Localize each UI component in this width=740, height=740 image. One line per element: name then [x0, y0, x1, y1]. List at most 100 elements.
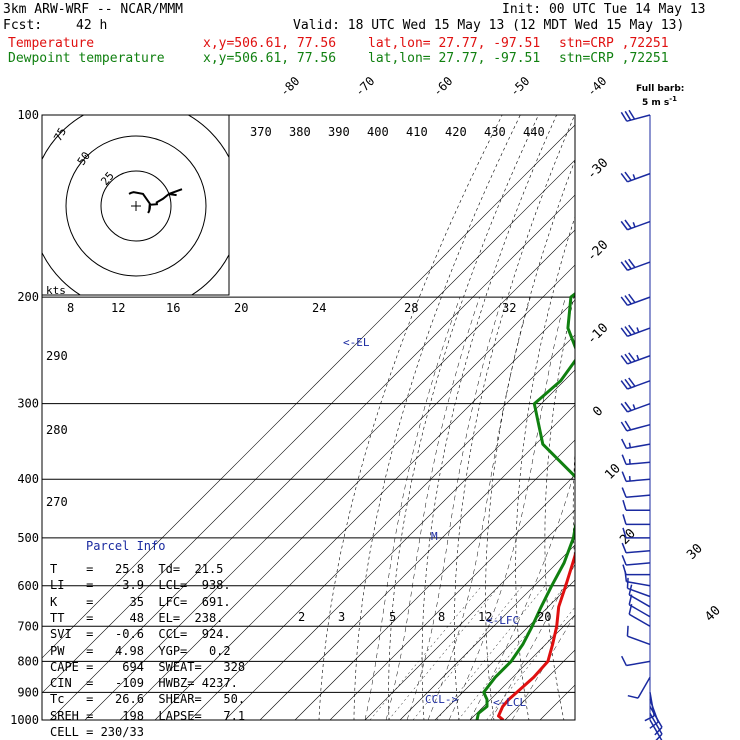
hodograph-axis-label: 12	[111, 301, 125, 315]
isotherm-label: 30	[684, 541, 706, 563]
isotherm-line	[224, 369, 575, 720]
isotherm-label: -60	[430, 74, 455, 99]
theta-label: 280	[46, 423, 68, 437]
isotherm-line	[574, 719, 575, 720]
theta-label: 440	[523, 125, 545, 139]
hodograph-axis-label: 8	[67, 301, 74, 315]
parcel-info-row: K = 35 LFC= 691.	[50, 594, 231, 609]
fcst-value: 42 h	[76, 18, 108, 33]
level-annotation: M	[431, 530, 438, 543]
parcel-info-row: PW = 4.98 YGP= 0.2	[50, 643, 231, 658]
dry-adiabat-line	[601, 115, 666, 733]
isotherm-line	[469, 614, 575, 720]
pressure-tick-label: 800	[17, 654, 39, 668]
mixing-ratio-label: 3	[338, 610, 345, 624]
pressure-tick-label: 500	[17, 531, 39, 545]
wind-barb	[649, 719, 663, 740]
moist-adiabat-line	[385, 297, 480, 720]
isotherm-label: -20	[584, 238, 611, 265]
mixing-ratio-line	[486, 606, 575, 720]
thermo-grid	[42, 115, 740, 733]
level-annotation: <-LFC	[486, 614, 519, 627]
moist-adiabat-line	[364, 297, 461, 720]
isotherm-label: 20	[617, 526, 639, 548]
moist-adiabat-line	[490, 563, 575, 720]
hodograph-unit-label: kts	[46, 284, 66, 297]
pressure-tick-label: 200	[17, 290, 39, 304]
dewpoint-legend: Dewpoint temperature	[8, 51, 165, 66]
theta-label: 380	[289, 125, 311, 139]
parcel-info-row: SVI = -0.6 CCL= 924.	[50, 627, 231, 642]
wind-barb	[620, 219, 651, 231]
moist-adiabat-line	[427, 297, 531, 720]
wind-barb	[621, 655, 651, 667]
wind-barb	[649, 712, 663, 740]
isotherm-label: -70	[352, 74, 377, 99]
dry-adiabat-line	[454, 115, 575, 720]
isotherm-line	[504, 649, 575, 720]
isotherm-line	[189, 334, 575, 720]
isotherm-label: -50	[507, 74, 532, 99]
theta-label: 430	[484, 125, 506, 139]
pressure-tick-label: 300	[17, 397, 39, 411]
isotherm-line	[259, 404, 575, 720]
isotherm-line	[42, 124, 575, 659]
plot-frame	[41, 114, 576, 721]
level-annotation: CCL->	[425, 693, 458, 706]
dry-adiabat-line	[421, 115, 557, 720]
wind-barb	[620, 352, 651, 365]
wind-barb	[621, 438, 651, 450]
parcel-info-row: CAPE = 694 SWEAT= 328	[50, 659, 246, 674]
wind-barb	[620, 401, 651, 413]
wind-barb	[620, 293, 651, 307]
isotherm-label: 40	[702, 603, 724, 625]
wind-barb	[621, 454, 651, 466]
trace-layer	[475, 292, 575, 720]
wind-barb	[627, 676, 651, 699]
hodograph-ring-label: 50	[75, 149, 93, 167]
dewpoint-latlon: lat,lon= 27.77, -97.51	[368, 51, 541, 66]
theta-label: 390	[328, 125, 350, 139]
mixing-ratio-label: 12	[478, 610, 492, 624]
dry-adiabat-line	[515, 215, 575, 720]
pressure-tick-label: 1000	[10, 713, 39, 727]
wind-barb	[621, 555, 651, 566]
isotherm-line	[434, 579, 575, 720]
wind-barb	[620, 377, 651, 390]
dry-adiabat-line	[653, 115, 709, 733]
theta-label: 370	[250, 125, 272, 139]
dry-adiabat-line	[727, 115, 740, 733]
dry-adiabat-line	[485, 159, 575, 720]
temperature-trace	[497, 550, 575, 720]
theta-label: 410	[406, 125, 428, 139]
dewpoint-trace	[475, 292, 575, 720]
wind-barbs	[620, 109, 663, 740]
hodograph-axis-label: 32	[502, 301, 516, 315]
temperature-station: stn=CRP ,72251	[559, 36, 669, 51]
parcel-info-row: CELL = 230/33	[50, 725, 144, 739]
level-annotation: <-EL	[343, 336, 370, 349]
isotherm-line	[49, 194, 575, 720]
wind-barb	[622, 527, 650, 539]
wind-barb	[626, 625, 651, 646]
pressure-tick-label: 400	[17, 472, 39, 486]
parcel-info-row: CIN = -109 HWBZ= 4237.	[50, 676, 238, 691]
temperature-xy: x,y=506.61, 77.56	[203, 36, 337, 51]
wind-barb	[620, 420, 651, 432]
pressure-tick-label: 900	[17, 685, 39, 699]
wind-barb	[626, 577, 651, 598]
dry-adiabat-line	[353, 115, 521, 720]
dewpoint-xy: x,y=506.61, 77.56	[203, 51, 337, 66]
mixing-ratio-label: 2	[298, 610, 305, 624]
parcel-info-title: Parcel Info	[86, 539, 166, 553]
dry-adiabat-line	[318, 115, 503, 720]
isotherm-line	[42, 159, 575, 694]
hodograph-axis-label: 24	[312, 301, 326, 315]
hodograph-rings	[42, 115, 229, 295]
wind-barb	[620, 258, 651, 271]
wind-barb	[621, 471, 651, 483]
theta-label: 290	[46, 349, 68, 363]
wind-barb	[621, 487, 651, 499]
